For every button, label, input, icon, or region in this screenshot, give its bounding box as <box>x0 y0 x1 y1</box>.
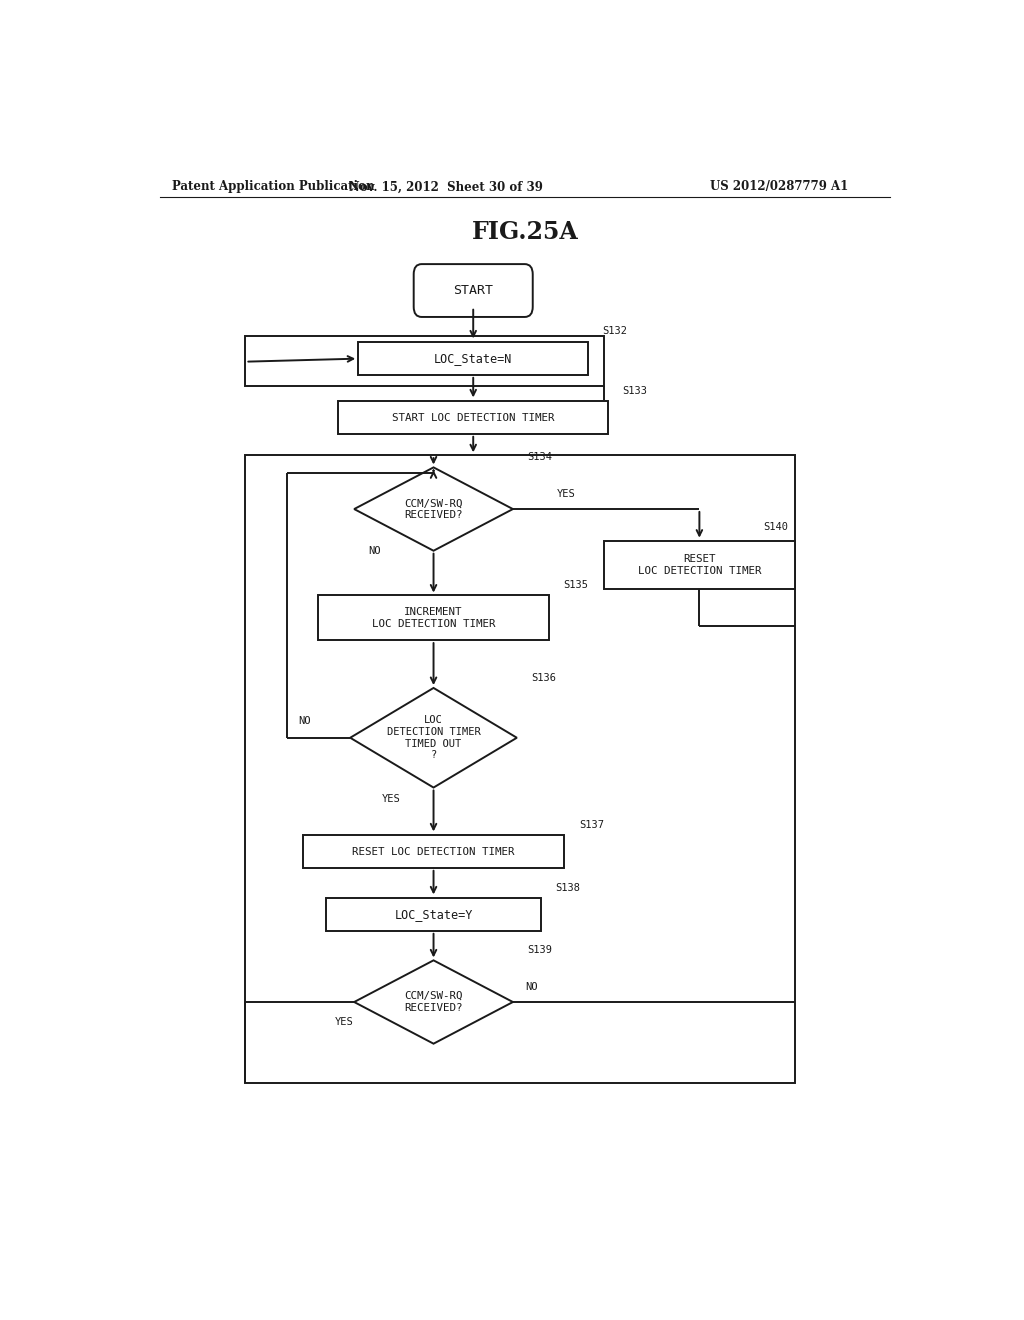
Bar <box>318 595 549 640</box>
Polygon shape <box>354 961 513 1044</box>
Text: S132: S132 <box>602 326 628 335</box>
Bar <box>327 898 541 932</box>
Text: S137: S137 <box>579 820 604 830</box>
Bar <box>303 834 564 869</box>
Text: INCREMENT
LOC DETECTION TIMER: INCREMENT LOC DETECTION TIMER <box>372 607 496 628</box>
Text: START LOC DETECTION TIMER: START LOC DETECTION TIMER <box>392 413 554 422</box>
Text: S134: S134 <box>527 453 552 462</box>
Text: Nov. 15, 2012  Sheet 30 of 39: Nov. 15, 2012 Sheet 30 of 39 <box>348 181 543 193</box>
Polygon shape <box>350 688 517 788</box>
Text: NO: NO <box>524 982 538 991</box>
Text: START: START <box>454 284 494 297</box>
Text: LOC_State=Y: LOC_State=Y <box>394 908 473 921</box>
Text: S136: S136 <box>531 673 556 682</box>
Text: CCM/SW-RQ
RECEIVED?: CCM/SW-RQ RECEIVED? <box>404 991 463 1012</box>
Bar <box>246 455 795 1084</box>
Text: RESET
LOC DETECTION TIMER: RESET LOC DETECTION TIMER <box>638 554 761 576</box>
Bar <box>358 342 588 375</box>
Text: LOC_State=N: LOC_State=N <box>434 352 512 366</box>
Text: S133: S133 <box>623 385 647 396</box>
Text: US 2012/0287779 A1: US 2012/0287779 A1 <box>710 181 848 193</box>
Text: YES: YES <box>557 488 575 499</box>
Text: RESET LOC DETECTION TIMER: RESET LOC DETECTION TIMER <box>352 846 515 857</box>
FancyBboxPatch shape <box>414 264 532 317</box>
Bar <box>246 337 604 385</box>
Bar <box>604 541 795 589</box>
Text: YES: YES <box>335 1018 354 1027</box>
Text: NO: NO <box>368 545 380 556</box>
Text: S138: S138 <box>555 883 580 892</box>
Text: NO: NO <box>299 715 311 726</box>
Text: Patent Application Publication: Patent Application Publication <box>172 181 374 193</box>
Text: LOC
DETECTION TIMER
TIMED OUT
?: LOC DETECTION TIMER TIMED OUT ? <box>387 715 480 760</box>
Text: CCM/SW-RQ
RECEIVED?: CCM/SW-RQ RECEIVED? <box>404 498 463 520</box>
Text: S135: S135 <box>563 581 588 590</box>
Text: S139: S139 <box>527 945 552 956</box>
Text: FIG.25A: FIG.25A <box>471 219 579 244</box>
Bar <box>338 401 608 434</box>
Polygon shape <box>354 467 513 550</box>
Text: YES: YES <box>382 793 400 804</box>
Text: S140: S140 <box>763 523 787 532</box>
